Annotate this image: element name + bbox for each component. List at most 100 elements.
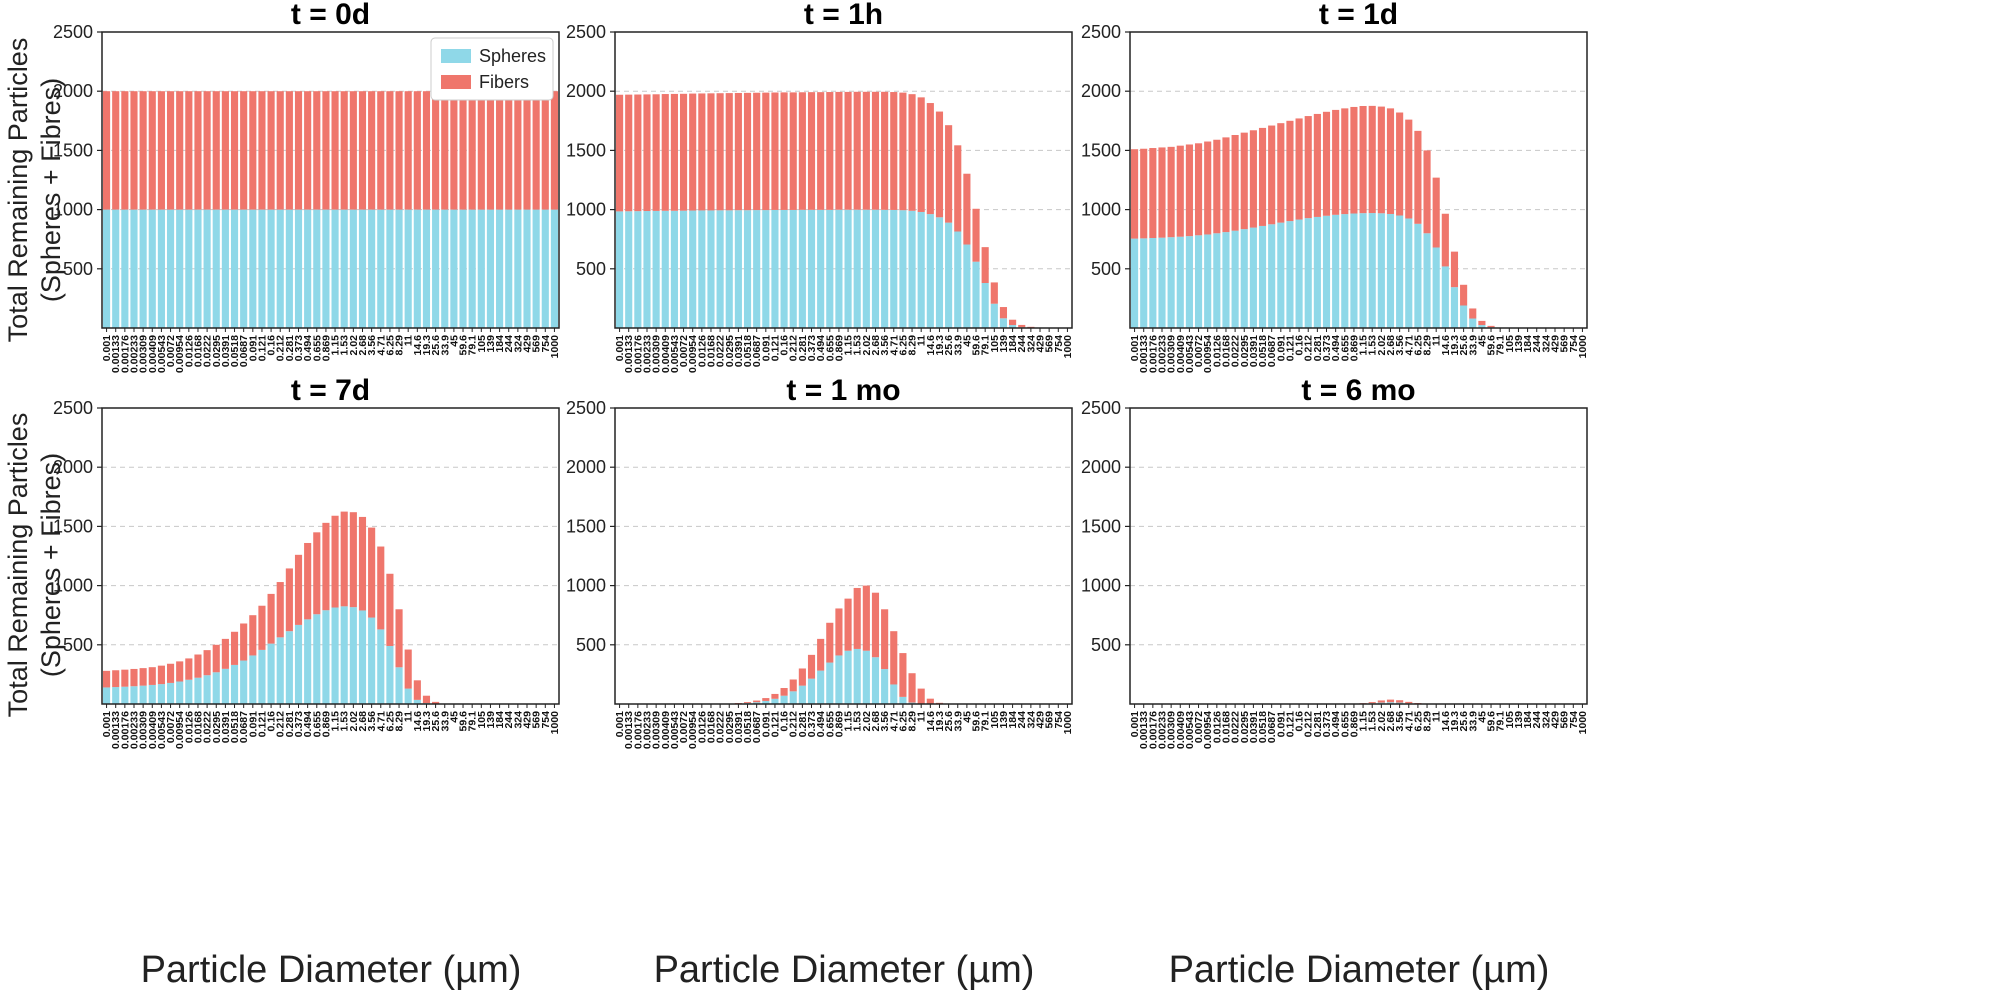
- bar-spheres: [331, 209, 339, 328]
- bar-fibers: [826, 622, 834, 663]
- bar-fibers: [166, 91, 175, 210]
- x-tick-label: 0.373: [806, 711, 818, 737]
- bar-spheres: [871, 657, 880, 704]
- x-tick-label: 0.001: [614, 335, 626, 361]
- x-tick-label: 0.00233: [1156, 711, 1168, 749]
- bar-fibers: [1313, 113, 1321, 217]
- x-tick-label: 59.6: [458, 335, 470, 356]
- x-tick-label: 0.00409: [1175, 711, 1187, 749]
- x-tick-label: 429: [1550, 711, 1562, 729]
- x-tick-label: 0.0168: [192, 711, 204, 743]
- bar-fibers: [835, 91, 843, 210]
- x-tick-label: 0.091: [1275, 335, 1287, 361]
- x-tick-label: 14.6: [1440, 711, 1452, 732]
- bar-spheres: [285, 631, 293, 704]
- plot-frame: [101, 31, 560, 329]
- bar-spheres: [468, 209, 476, 328]
- bar-fibers: [1194, 143, 1203, 236]
- bar-fibers: [689, 93, 697, 211]
- bar-spheres: [212, 209, 220, 328]
- x-tick-label: 0.00133: [623, 335, 635, 373]
- x-tick-label: 0.001: [1129, 335, 1141, 361]
- x-tick-label: 11: [916, 711, 928, 722]
- bar-fibers: [1377, 106, 1385, 214]
- bar-spheres: [103, 687, 111, 704]
- bar-spheres: [486, 209, 495, 328]
- x-tick-label: 184: [1007, 711, 1019, 729]
- y-tick-label: 500: [576, 259, 606, 279]
- bar-spheres: [771, 698, 779, 704]
- x-tick-label: 0.281: [1312, 711, 1324, 737]
- y-tick-label: 500: [63, 635, 93, 655]
- y-tick-label: 2000: [566, 81, 606, 101]
- bar-spheres: [194, 677, 202, 704]
- x-tick-label: 33.9: [439, 335, 451, 356]
- bar-fibers: [112, 91, 120, 210]
- x-tick-label: 0.0295: [1239, 335, 1251, 367]
- bar-fibers: [550, 91, 558, 210]
- x-tick-label: 2.02: [1376, 335, 1388, 356]
- bar-spheres: [404, 688, 412, 704]
- y-tick-label: 2000: [1081, 81, 1121, 101]
- bar-spheres: [496, 209, 504, 328]
- bar-fibers: [1009, 319, 1017, 326]
- bar-spheres: [1131, 238, 1139, 328]
- x-tick-label: 0.0168: [705, 335, 717, 367]
- bar-spheres: [130, 686, 138, 704]
- bar-spheres: [157, 209, 165, 328]
- x-tick-label: 0.00309: [1166, 711, 1178, 749]
- bar-fibers: [1386, 108, 1395, 214]
- bar-spheres: [212, 672, 220, 704]
- x-tick-label: 19.3: [1449, 711, 1461, 732]
- bar-fibers: [899, 92, 907, 211]
- x-tick-label: 244: [503, 335, 515, 353]
- bar-spheres: [1423, 233, 1431, 328]
- x-tick-label: 184: [494, 335, 506, 353]
- bar-fibers: [634, 94, 642, 212]
- x-tick-label: 3.56: [1394, 335, 1406, 356]
- y-tick-label: 2500: [566, 22, 606, 42]
- bar-fibers: [698, 93, 706, 211]
- bar-fibers: [1222, 137, 1230, 233]
- x-tick-label: 19.3: [934, 335, 946, 356]
- bar-fibers: [1386, 699, 1395, 703]
- bar-spheres: [899, 696, 907, 704]
- x-tick-label: 0.212: [1303, 335, 1315, 361]
- bar-spheres: [267, 643, 275, 704]
- x-tick-label: 0.0072: [1193, 711, 1205, 743]
- x-tick-label: 25.6: [1458, 711, 1470, 732]
- x-tick-label: 0.00176: [632, 335, 644, 373]
- bar-spheres: [1194, 235, 1203, 328]
- bar-spheres: [121, 209, 129, 328]
- bar-fibers: [103, 91, 111, 210]
- bar-spheres: [395, 667, 403, 704]
- x-tick-label: 25.6: [943, 335, 955, 356]
- x-tick-label: 0.00543: [156, 335, 168, 373]
- x-tick-label: 79.1: [1495, 711, 1507, 732]
- x-tick-label: 45: [1476, 335, 1488, 347]
- bar-fibers: [249, 91, 257, 210]
- bar-fibers: [1350, 106, 1358, 214]
- bar-spheres: [176, 209, 184, 328]
- x-tick-label: 0.00176: [1147, 711, 1159, 749]
- bar-spheres: [194, 209, 202, 328]
- bar-spheres: [1268, 224, 1276, 328]
- bar-spheres: [954, 231, 962, 328]
- bar-spheres: [963, 244, 971, 328]
- chart-panel-4: 50010001500200025000.0010.001330.001760.…: [53, 374, 561, 749]
- bar-spheres: [377, 629, 385, 704]
- x-tick-label: 0.00176: [119, 711, 131, 749]
- bar-spheres: [368, 617, 376, 704]
- bar-fibers: [1423, 150, 1431, 234]
- bar-fibers: [294, 91, 303, 210]
- x-tick-label: 244: [1531, 711, 1543, 729]
- x-tick-label: 4.71: [1403, 335, 1415, 356]
- x-tick-label: 569: [1044, 335, 1056, 353]
- bar-spheres: [1213, 233, 1221, 328]
- bar-fibers: [450, 91, 458, 210]
- legend-label-fibers: Fibers: [479, 72, 529, 92]
- bar-spheres: [862, 209, 870, 328]
- x-tick-label: 0.0126: [696, 711, 708, 743]
- bar-spheres: [267, 209, 275, 328]
- x-tick-label: 0.373: [806, 335, 818, 361]
